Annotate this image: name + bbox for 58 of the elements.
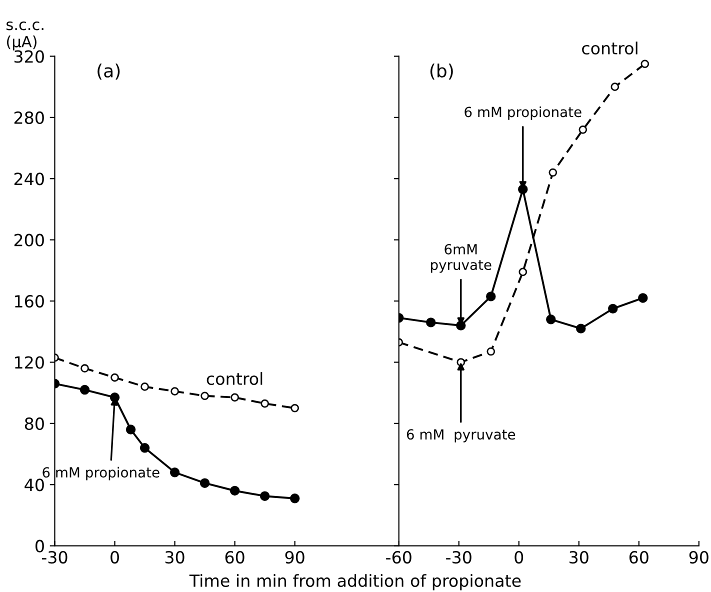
series-label: control xyxy=(206,372,262,386)
x-tick-label: -30 xyxy=(42,550,68,564)
x-tick-label: 0 xyxy=(110,550,119,564)
point xyxy=(548,168,558,177)
y-tick-label: 320 xyxy=(14,50,44,63)
y-tick-label: 40 xyxy=(24,478,44,492)
point xyxy=(608,304,618,314)
x-tick-label: 90 xyxy=(285,550,304,564)
y-tick-label: 240 xyxy=(14,172,44,186)
point xyxy=(638,293,648,303)
annotation: 6 mM propionate xyxy=(464,106,582,120)
point xyxy=(426,318,436,328)
x-tick-label: 90 xyxy=(689,550,708,564)
point xyxy=(126,424,136,434)
x-tick-label: 60 xyxy=(225,550,244,564)
point xyxy=(578,126,588,134)
x-tick-label: 60 xyxy=(629,550,648,564)
series-label: control xyxy=(582,42,638,55)
point xyxy=(230,393,239,402)
point xyxy=(140,382,149,391)
x-axis-title: Time in min from addition of propionate xyxy=(189,574,521,590)
point xyxy=(200,478,210,488)
point xyxy=(110,373,119,382)
x-tick-label: -30 xyxy=(446,550,472,564)
point xyxy=(290,494,300,504)
y-tick-label: 0 xyxy=(36,540,44,552)
x-tick-label: -60 xyxy=(386,550,412,564)
x-tick-label: 30 xyxy=(570,550,588,564)
point xyxy=(546,314,556,324)
point xyxy=(170,387,179,396)
point xyxy=(640,60,650,68)
chart-title: (a) xyxy=(98,64,120,80)
y-axis-title: s.c.c. (μA) xyxy=(6,21,44,50)
point xyxy=(170,468,180,478)
point xyxy=(260,491,270,501)
annotation: 6 mM pyruvate xyxy=(406,429,516,442)
annotation: 6 mM propionate xyxy=(42,466,160,480)
y-tick-label: 80 xyxy=(24,417,44,430)
point xyxy=(80,364,89,373)
y-tick-label: 280 xyxy=(14,111,44,124)
point xyxy=(486,292,496,302)
point xyxy=(610,82,620,92)
annotation: 6mM pyruvate xyxy=(431,244,492,273)
y-tick-label: 160 xyxy=(15,294,44,308)
point xyxy=(576,324,586,334)
point xyxy=(486,347,496,356)
y-tick-label: 200 xyxy=(14,234,44,246)
chart-title: (b) xyxy=(430,64,453,80)
point xyxy=(200,392,209,400)
point xyxy=(140,443,150,453)
point xyxy=(260,399,269,408)
point xyxy=(290,404,299,412)
x-tick-label: 30 xyxy=(165,550,184,564)
point xyxy=(230,486,240,496)
y-tick-label: 120 xyxy=(15,356,44,369)
point xyxy=(518,268,528,276)
point xyxy=(80,384,90,395)
x-tick-label: 0 xyxy=(514,550,524,564)
